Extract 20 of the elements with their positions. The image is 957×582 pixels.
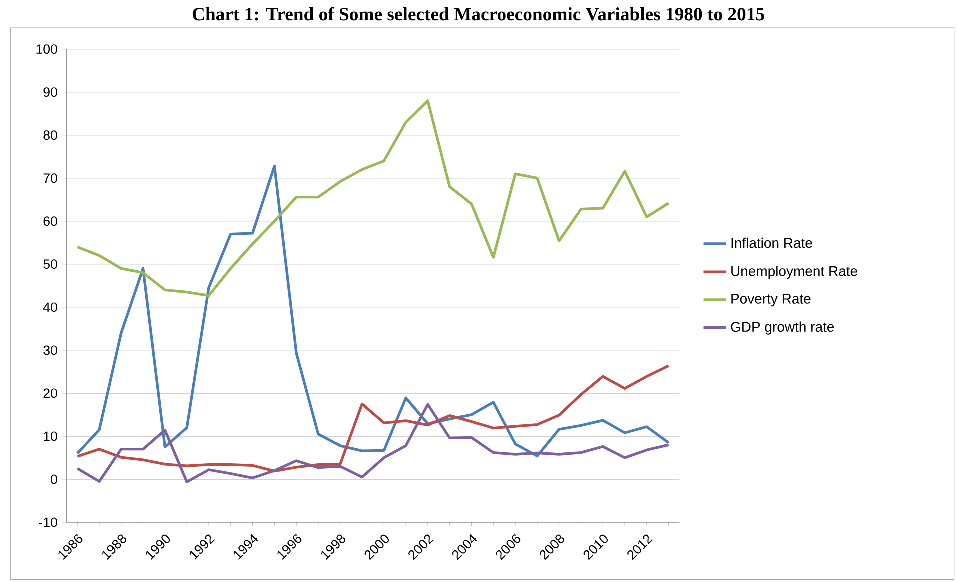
y-tick-label: 30	[44, 345, 58, 355]
y-tick-label: -10	[39, 518, 58, 527]
line-series	[76, 99, 670, 297]
legend-label: Unemployment Rate	[732, 266, 858, 279]
y-tick-label: 40	[43, 302, 58, 312]
y-tick-label: 70	[44, 173, 58, 183]
y-tick-label: 80	[44, 130, 58, 140]
line-series	[76, 164, 670, 458]
legend-label: GDP growth rate	[731, 322, 834, 335]
chart-title: Chart 1: Trend of Some selected Macroeconomic Variables 1980 to 2015	[192, 7, 764, 21]
y-tick-label: 20	[44, 388, 58, 398]
y-tick-label: 60	[44, 216, 58, 226]
y-tick-label: 10	[44, 432, 58, 441]
legend-label: Poverty Rate	[732, 294, 811, 306]
y-tick-label: 0	[51, 474, 58, 484]
legend-label: Inflation Rate	[732, 238, 812, 248]
line-series	[76, 403, 670, 484]
y-tick-label: 100	[36, 44, 58, 54]
y-tick-label: 50	[44, 259, 58, 269]
y-tick-label: 90	[44, 87, 58, 97]
